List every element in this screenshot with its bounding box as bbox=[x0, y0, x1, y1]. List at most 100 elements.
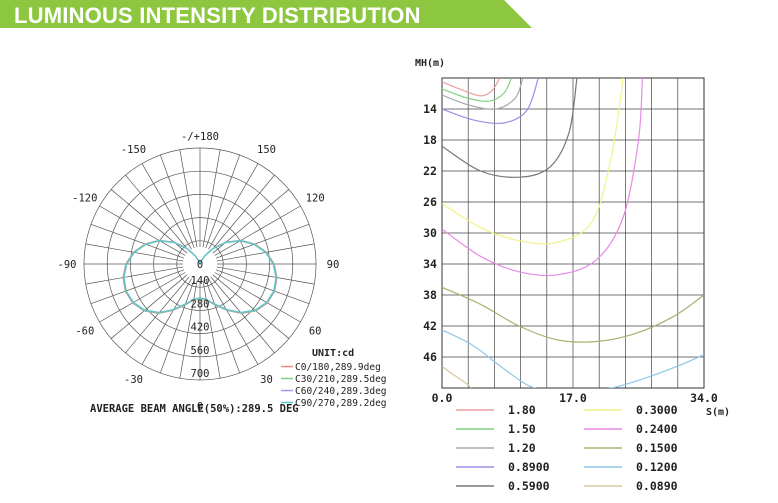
polar-spoke bbox=[159, 279, 195, 374]
banner-shape bbox=[0, 0, 532, 28]
section-banner: LUMINOUS INTENSITY DISTRIBUTION bbox=[0, 0, 778, 36]
polar-spoke bbox=[215, 269, 310, 305]
polar-spoke bbox=[99, 205, 186, 256]
angle-label: -120 bbox=[72, 193, 97, 205]
y-tick-label: 18 bbox=[423, 133, 437, 147]
isolux-curves bbox=[442, 78, 704, 388]
y-tick-label: 14 bbox=[423, 102, 437, 116]
polar-grid bbox=[83, 147, 317, 381]
isolux-contour bbox=[442, 286, 704, 343]
y-tick-label: 38 bbox=[423, 288, 437, 302]
angle-label: -30 bbox=[124, 374, 143, 386]
angle-label: 150 bbox=[257, 144, 276, 156]
angle-label: 90 bbox=[327, 259, 340, 271]
polar-spoke bbox=[99, 272, 186, 323]
legend-entry: 0.3000 bbox=[636, 403, 678, 417]
isolux-legend: 1.80 1.50 1.20 0.8900 0.5900 0.3000 0.2400 0.15… bbox=[456, 403, 678, 493]
polar-curves bbox=[122, 239, 278, 314]
polar-spoke bbox=[110, 274, 188, 339]
polar-spoke bbox=[141, 278, 192, 365]
isolux-contour bbox=[442, 78, 578, 178]
polar-spoke bbox=[202, 280, 221, 379]
isolux-contour bbox=[442, 78, 524, 110]
angle-label: -/+180 bbox=[181, 131, 219, 143]
x-tick-label: 34.0 bbox=[690, 391, 718, 405]
legend-entry: 0.5900 bbox=[508, 479, 550, 493]
polar-spoke bbox=[210, 276, 275, 354]
polar-intensity-chart: -/+180 -150 150 -120 120 -90 90 -60 60 -30 30 0 0 140… bbox=[58, 131, 387, 415]
unit-label: UNIT:cd bbox=[312, 348, 354, 359]
legend-entry: 0.8900 bbox=[508, 460, 550, 474]
angle-label: -60 bbox=[75, 326, 94, 338]
polar-spoke bbox=[214, 272, 301, 323]
polar-labels: -/+180 -150 150 -120 120 -90 90 -60 60 -30 30 0 0 140… bbox=[58, 131, 340, 413]
polar-spoke bbox=[90, 269, 185, 305]
y-tick-label: 42 bbox=[423, 319, 437, 333]
polar-legend: UNIT:cd C0/180,289.9degC30/210,289.5degC6… bbox=[281, 348, 387, 409]
polar-spoke bbox=[210, 174, 275, 252]
legend-entry: 0.1500 bbox=[636, 441, 678, 455]
legend-entry: 1.20 bbox=[508, 441, 536, 455]
isolux-labels: MH(m) 14 18 22 26 30 34 38 42 46 0.0 17.0 34.0 S(m) bbox=[415, 58, 730, 418]
x-tick-label: 17.0 bbox=[559, 391, 587, 405]
radial-label: 0 bbox=[197, 259, 203, 271]
y-tick-label: 22 bbox=[423, 164, 437, 178]
isolux-contour bbox=[442, 365, 472, 388]
legend-entry: 0.2400 bbox=[636, 422, 678, 436]
angle-label: 30 bbox=[260, 374, 273, 386]
isolux-contour bbox=[442, 78, 624, 245]
polar-spoke bbox=[125, 174, 190, 252]
polar-spoke bbox=[141, 163, 192, 250]
y-tick-label: 46 bbox=[423, 350, 437, 364]
legend-entry: 1.50 bbox=[508, 422, 536, 436]
polar-spoke bbox=[125, 276, 190, 354]
x-axis-label: S(m) bbox=[706, 407, 730, 418]
legend-entry: 0.0890 bbox=[636, 479, 678, 493]
polar-spoke bbox=[90, 223, 185, 259]
x-tick-label: 0.0 bbox=[432, 391, 453, 405]
isolux-chart: MH(m) 14 18 22 26 30 34 38 42 46 0.0 17.0 34.0 S(m) 1… bbox=[415, 58, 730, 493]
polar-spoke bbox=[215, 223, 310, 259]
polar-curve-right bbox=[199, 240, 277, 314]
radial-label: 700 bbox=[191, 368, 210, 380]
legend-entry: C30/210,289.5deg bbox=[295, 374, 387, 385]
radial-label: 560 bbox=[191, 345, 210, 357]
isolux-contour bbox=[442, 78, 643, 277]
polar-spoke bbox=[179, 280, 198, 379]
legend-entry: C0/180,289.9deg bbox=[295, 362, 381, 373]
banner-title: LUMINOUS INTENSITY DISTRIBUTION bbox=[14, 3, 421, 28]
polar-spoke bbox=[214, 205, 301, 256]
polar-spoke bbox=[202, 149, 221, 248]
beam-angle-footer: AVERAGE BEAM ANGLE(50%):289.5 DEG bbox=[90, 403, 299, 415]
legend-entry: C90/270,289.2deg bbox=[295, 398, 387, 409]
radial-label: 280 bbox=[191, 298, 210, 310]
polar-spoke bbox=[179, 149, 198, 248]
polar-spoke bbox=[85, 266, 184, 285]
isolux-contour bbox=[442, 78, 501, 97]
polar-curve-left bbox=[123, 240, 201, 314]
polar-spoke bbox=[159, 154, 195, 249]
angle-label: 60 bbox=[309, 326, 322, 338]
isolux-contour bbox=[442, 78, 539, 125]
isolux-contour bbox=[442, 329, 704, 388]
legend-entry: C60/240,289.3deg bbox=[295, 386, 387, 397]
y-tick-label: 30 bbox=[423, 226, 437, 240]
banner-background bbox=[0, 0, 532, 28]
angle-label: -90 bbox=[58, 259, 77, 271]
legend-entry: 1.80 bbox=[508, 403, 536, 417]
y-tick-label: 34 bbox=[423, 257, 437, 271]
polar-spoke bbox=[212, 274, 290, 339]
polar-spoke bbox=[208, 163, 259, 250]
polar-spoke bbox=[205, 279, 241, 374]
legend-entry: 0.1200 bbox=[636, 460, 678, 474]
y-axis-label: MH(m) bbox=[415, 58, 445, 69]
polar-spoke bbox=[205, 154, 241, 249]
isolux-contour bbox=[442, 78, 512, 102]
angle-label: -150 bbox=[121, 144, 146, 156]
polar-spoke bbox=[216, 266, 315, 285]
angle-label: 120 bbox=[306, 193, 325, 205]
polar-spoke bbox=[208, 278, 259, 365]
y-tick-label: 26 bbox=[423, 195, 437, 209]
radial-label: 140 bbox=[191, 275, 210, 287]
angle-label: 0 bbox=[197, 401, 203, 413]
